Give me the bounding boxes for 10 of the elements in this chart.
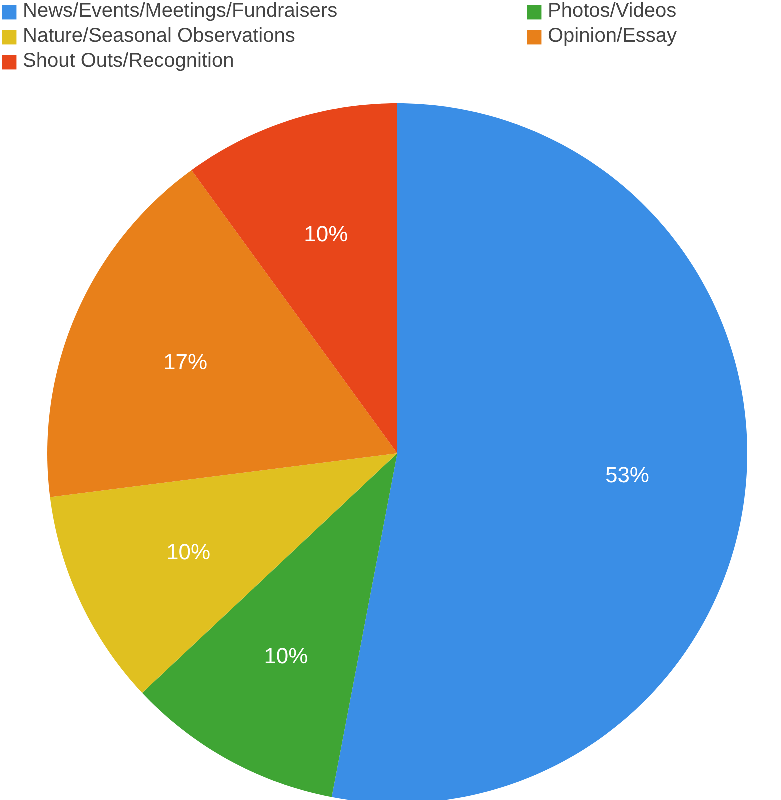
data-label: 17% — [163, 349, 208, 374]
legend-label: Photos/Videos — [548, 0, 678, 23]
legend-label: Shout Outs/Recognition — [23, 50, 236, 73]
legend-label: Opinion/Essay — [548, 25, 678, 48]
legend-label: News/Events/Meetings/Fundraisers — [23, 0, 339, 23]
data-label: 10% — [264, 643, 308, 668]
data-label: 10% — [166, 539, 211, 564]
data-label: 53% — [605, 462, 650, 488]
legend-label: Nature/Seasonal Observations — [23, 25, 296, 48]
data-label: 10% — [304, 221, 348, 246]
